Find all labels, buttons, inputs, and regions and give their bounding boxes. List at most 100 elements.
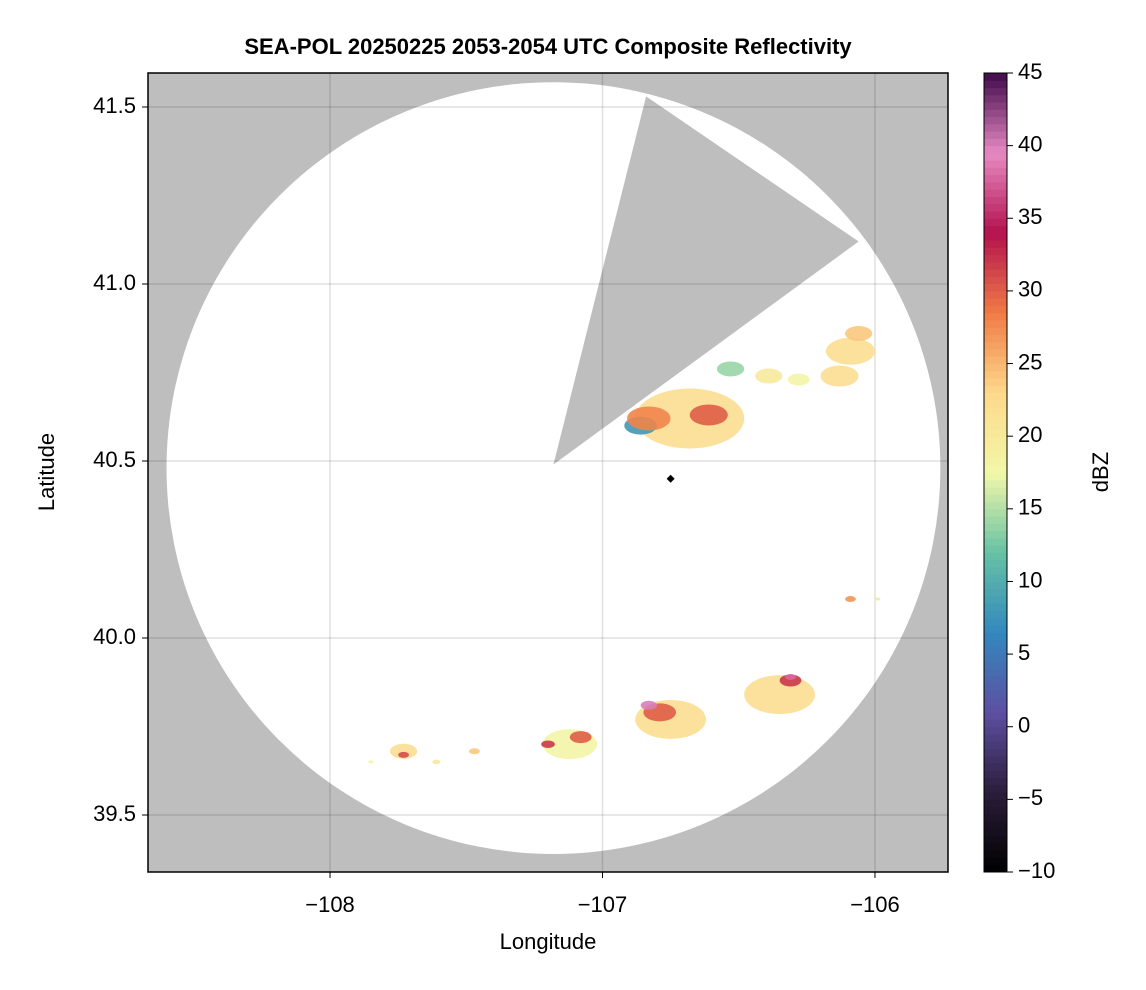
colorbar-segment xyxy=(984,842,1007,851)
colorbar-segment xyxy=(984,276,1007,285)
colorbar-segment xyxy=(984,356,1007,365)
echo xyxy=(541,740,555,748)
colorbar-segment xyxy=(984,94,1007,103)
colorbar-segment xyxy=(984,777,1007,786)
colorbar-segment xyxy=(984,595,1007,604)
colorbar-segment xyxy=(984,167,1007,176)
colorbar-segment xyxy=(984,254,1007,263)
colorbar-segment xyxy=(984,152,1007,161)
colorbar-segment xyxy=(984,218,1007,227)
echo xyxy=(845,596,856,603)
colorbar-segment xyxy=(984,109,1007,118)
plot-frame xyxy=(147,72,949,873)
colorbar-segment xyxy=(984,574,1007,582)
colorbar-segment xyxy=(984,203,1007,212)
x-tick-label: −107 xyxy=(578,892,628,917)
echo xyxy=(368,760,374,764)
colorbar-segment xyxy=(984,225,1007,234)
colorbar-tick-label: 15 xyxy=(1018,495,1042,520)
colorbar-segment xyxy=(984,508,1007,517)
colorbar-segment xyxy=(984,690,1007,699)
colorbar-segment xyxy=(984,181,1007,190)
colorbar-segment xyxy=(984,436,1007,444)
colorbar-segment xyxy=(984,646,1007,655)
colorbar-tick-label: 40 xyxy=(1018,131,1042,156)
echo xyxy=(635,388,745,449)
colorbar-segment xyxy=(984,552,1007,561)
colorbar-segment xyxy=(984,487,1007,495)
colorbar-segment xyxy=(984,566,1007,575)
colorbar-label: dBZ xyxy=(1088,452,1113,492)
colorbar-segment xyxy=(984,726,1007,735)
colorbar-segment xyxy=(984,821,1007,829)
colorbar-segment xyxy=(984,697,1007,706)
colorbar-segment xyxy=(984,610,1007,619)
colorbar-segment xyxy=(984,675,1007,684)
colorbar-segment xyxy=(984,625,1007,633)
colorbar-segment xyxy=(984,857,1007,866)
colorbar-segment xyxy=(984,501,1007,510)
colorbar-tick-label: 45 xyxy=(1018,59,1042,84)
blocked-sector xyxy=(553,96,859,465)
colorbar-segment xyxy=(984,639,1007,648)
colorbar-segment xyxy=(984,443,1007,452)
colorbar-segment xyxy=(984,174,1007,183)
colorbar-segment xyxy=(984,421,1007,430)
plot xyxy=(148,73,948,872)
colorbar-segment xyxy=(984,392,1007,401)
colorbar-segment xyxy=(984,290,1007,299)
colorbar-segment xyxy=(984,73,1007,81)
colorbar-segment xyxy=(984,116,1007,125)
colorbar-segment xyxy=(984,269,1007,277)
colorbar-segment xyxy=(984,450,1007,459)
colorbar-segment xyxy=(984,232,1007,241)
colorbar-segment xyxy=(984,704,1007,713)
y-tick-label: 40.5 xyxy=(93,447,136,472)
colorbar-segment xyxy=(984,559,1007,568)
colorbar-segment xyxy=(984,712,1007,720)
colorbar-segment xyxy=(984,828,1007,837)
chart-title: SEA-POL 20250225 2053-2054 UTC Composite… xyxy=(244,34,852,59)
echo xyxy=(689,404,728,426)
x-axis-label: Longitude xyxy=(500,929,597,954)
echo xyxy=(432,759,441,765)
colorbar-segment xyxy=(984,240,1007,248)
colorbar-segment xyxy=(984,319,1007,328)
colorbar-segment xyxy=(984,407,1007,415)
colorbar-segment xyxy=(984,312,1007,321)
colorbar-segment xyxy=(984,370,1007,379)
colorbar-segment xyxy=(984,414,1007,423)
colorbar-segment xyxy=(984,472,1007,481)
colorbar-tick-label: 0 xyxy=(1018,713,1030,738)
colorbar-segment xyxy=(984,850,1007,858)
x-tick-label: −108 xyxy=(305,892,355,917)
colorbar-segment xyxy=(984,87,1007,96)
colorbar-segment xyxy=(984,349,1007,357)
colorbar-tick-label: 30 xyxy=(1018,277,1042,302)
colorbar-segment xyxy=(984,654,1007,662)
y-tick-label: 41.5 xyxy=(93,93,136,118)
colorbar-segment xyxy=(984,806,1007,815)
colorbar-tick-label: 10 xyxy=(1018,567,1042,592)
echo xyxy=(468,748,480,755)
echo xyxy=(820,365,859,387)
echo xyxy=(845,326,873,342)
echo xyxy=(787,373,810,386)
colorbar-segment xyxy=(984,668,1007,677)
colorbar-segment xyxy=(984,581,1007,590)
colorbar-segment xyxy=(984,457,1007,466)
colorbar-segment xyxy=(984,247,1007,256)
colorbar-segment xyxy=(984,465,1007,473)
colorbar-segment xyxy=(984,719,1007,728)
colorbar-segment xyxy=(984,588,1007,597)
colorbar-tick-label: 20 xyxy=(1018,422,1042,447)
y-tick-label: 40.0 xyxy=(93,624,136,649)
colorbar-segment xyxy=(984,123,1007,132)
colorbar-segment xyxy=(984,835,1007,844)
colorbar-segment xyxy=(984,428,1007,437)
colorbar-segment xyxy=(984,334,1007,343)
radar-marker xyxy=(666,474,675,483)
colorbar-segment xyxy=(984,603,1007,612)
colorbar-segment xyxy=(984,385,1007,394)
colorbar-tick-label: 5 xyxy=(1018,640,1030,665)
